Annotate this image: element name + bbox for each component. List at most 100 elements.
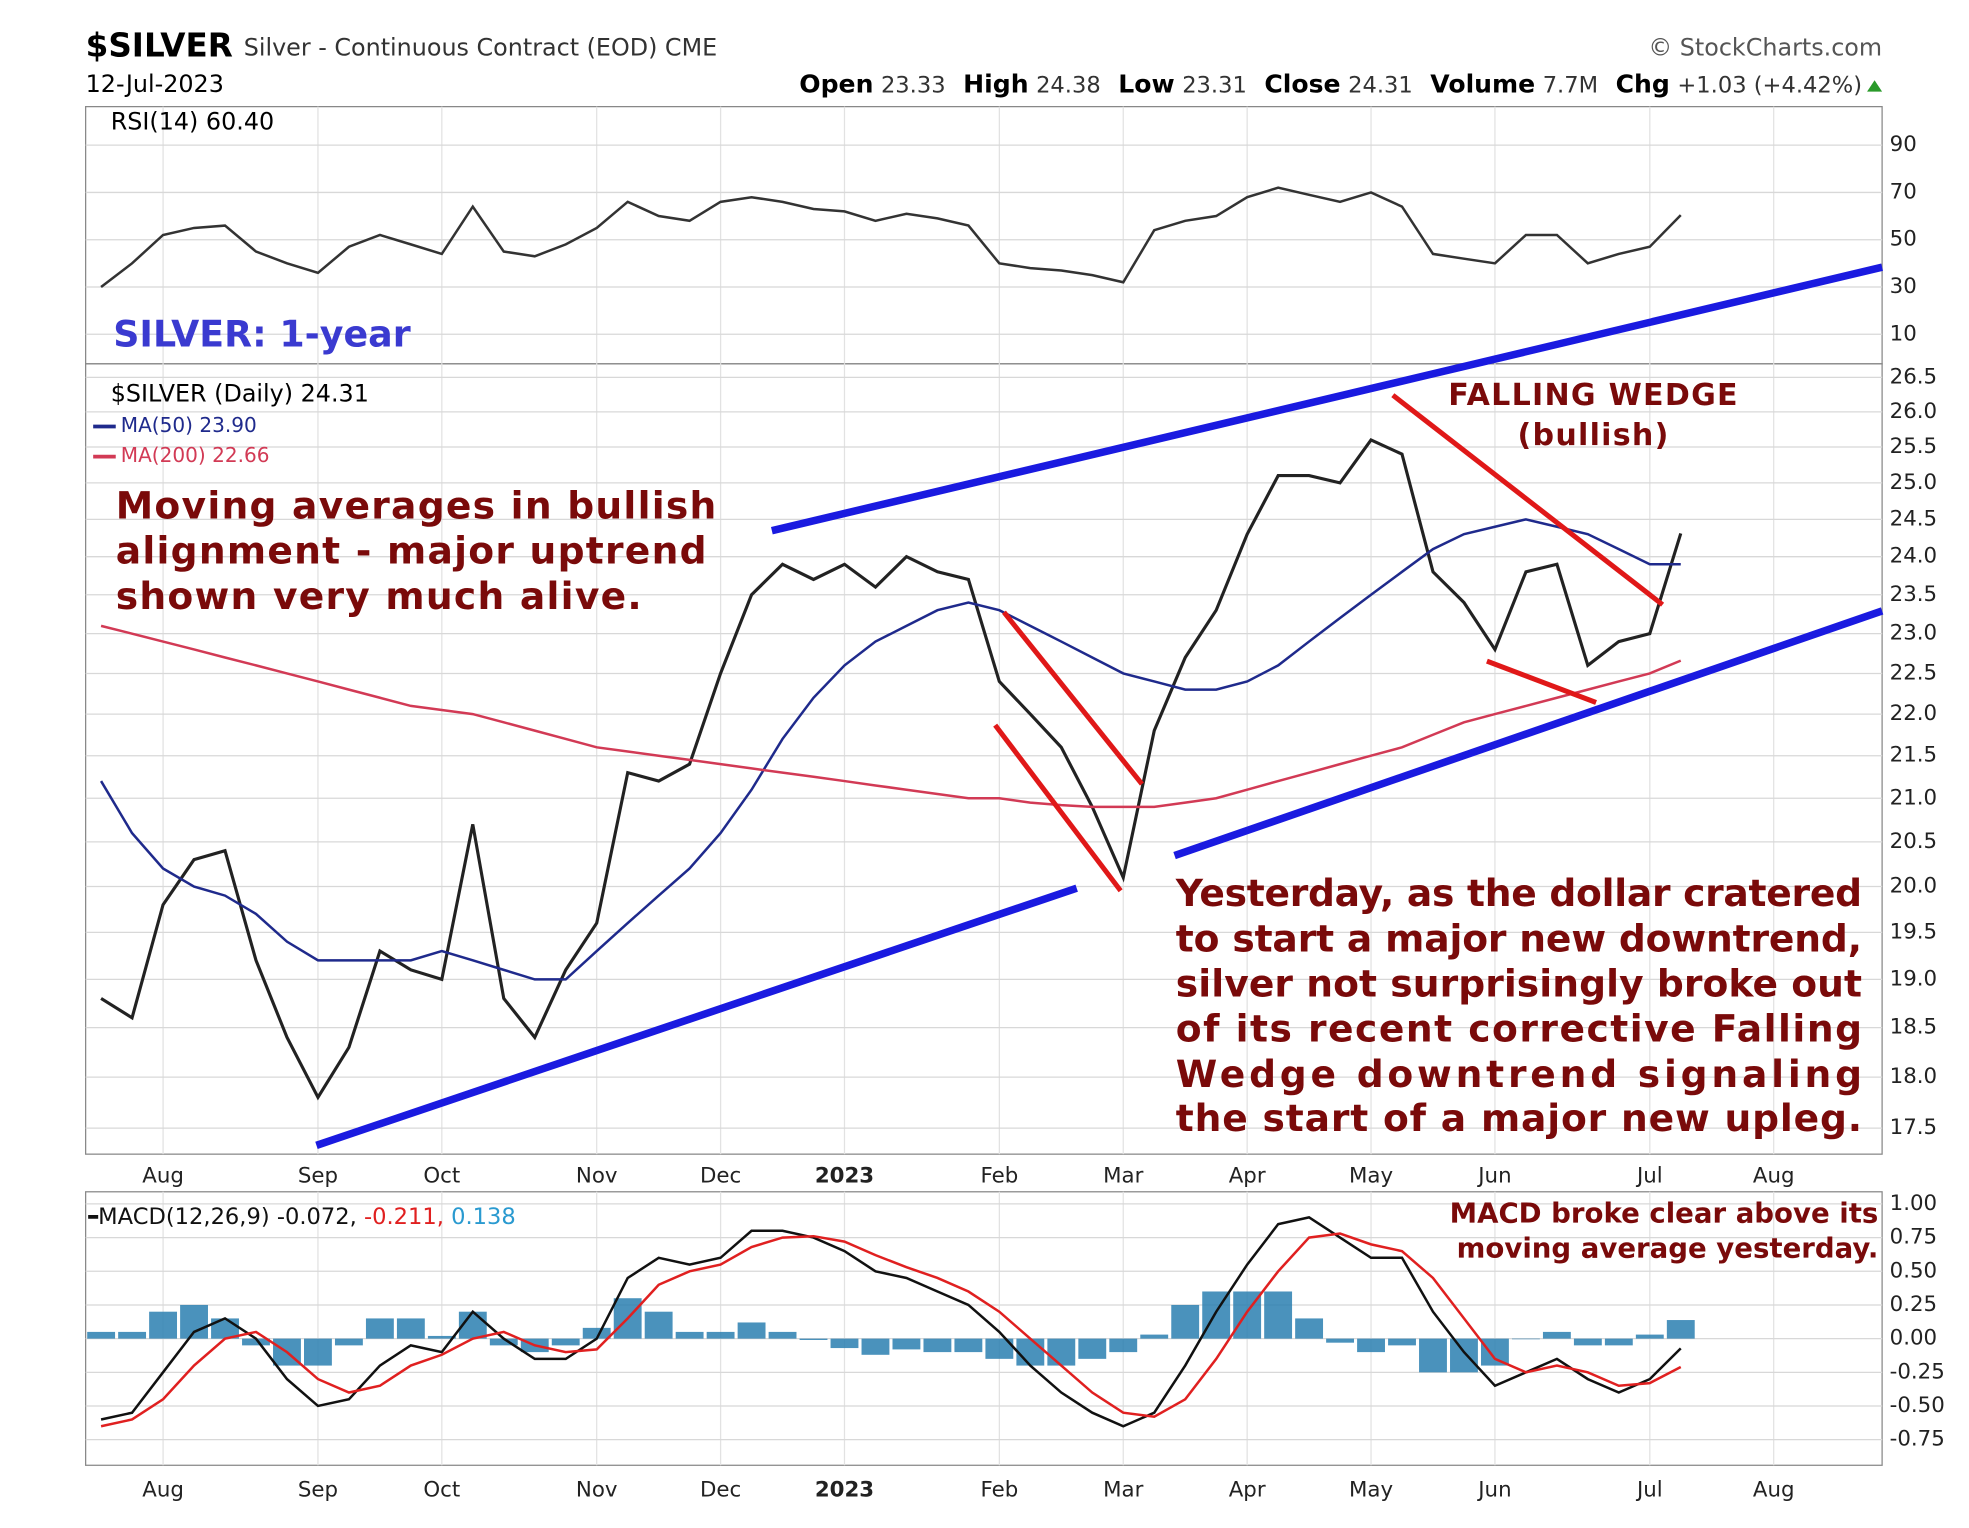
wedge-line	[1486, 658, 1597, 705]
histogram-bar	[861, 1338, 890, 1355]
x-tick-label: Aug	[142, 1477, 184, 1502]
y-tick-label: -0.25	[1890, 1359, 1945, 1384]
x-tick-label: Dec	[700, 1164, 741, 1189]
series-line	[100, 1232, 1682, 1428]
x-tick-label: Sep	[298, 1164, 338, 1189]
x-tick-label: Jun	[1476, 1477, 1511, 1502]
y-tick-label: 25.0	[1890, 470, 1937, 495]
histogram-bar	[923, 1338, 952, 1353]
histogram-bar	[892, 1338, 921, 1350]
histogram-bar	[799, 1338, 828, 1340]
y-tick-label: 24.5	[1890, 506, 1937, 531]
x-tick-label: Dec	[700, 1477, 741, 1502]
annotation: silver not surprisingly broke out	[1176, 962, 1863, 1006]
histogram-bar	[1480, 1338, 1509, 1366]
histogram-bar	[1511, 1338, 1540, 1340]
x-tick-label: 2023	[815, 1477, 874, 1502]
x-tick-label: Jul	[1635, 1164, 1663, 1189]
series-line	[100, 624, 1682, 809]
date: 12-Jul-2023	[86, 70, 224, 98]
histogram-bar	[582, 1327, 611, 1339]
x-tick-label: Oct	[423, 1164, 460, 1189]
histogram-bar	[1357, 1338, 1385, 1353]
y-tick-label: 26.0	[1890, 399, 1937, 424]
macd-legend: MACD(12,26,9) -0.072, -0.211, 0.138	[98, 1203, 516, 1229]
stats: Open 23.33 High 24.38 Low 23.31 Close 24.31 Volu…	[799, 69, 1862, 98]
legend-entry: 0.138	[444, 1203, 516, 1229]
marks	[87, 186, 1695, 1428]
annotation: moving average yesterday.	[1457, 1231, 1879, 1264]
lower-trendline	[315, 884, 1078, 1149]
x-tick-label: Apr	[1229, 1164, 1266, 1189]
histogram-bar	[396, 1318, 425, 1339]
histogram-bar	[87, 1331, 116, 1339]
histogram-bar	[1388, 1338, 1416, 1346]
histogram-bar	[242, 1338, 270, 1346]
y-tick-label: 0.25	[1890, 1292, 1937, 1317]
histogram-bar	[1016, 1338, 1045, 1366]
y-tick-label: -0.50	[1890, 1393, 1945, 1418]
y-tick-label: 1.00	[1890, 1191, 1937, 1216]
price-panel	[85, 363, 1883, 1155]
y-tick-label: 20.0	[1890, 874, 1937, 899]
y-tick-label: 70	[1890, 179, 1917, 204]
histogram-bar	[1419, 1338, 1447, 1373]
y-tick-label: 20.5	[1890, 829, 1937, 854]
y-tick-label: 19.0	[1890, 966, 1937, 991]
histogram-bar	[1140, 1334, 1169, 1339]
y-tick-label: 18.0	[1890, 1064, 1937, 1089]
y-tick-label: 90	[1890, 132, 1917, 157]
y-tick-label: 22.0	[1890, 701, 1937, 726]
histogram-bar	[365, 1318, 394, 1339]
histogram-bar	[489, 1338, 518, 1346]
histogram-bar	[1604, 1338, 1633, 1346]
stat-label: Volume	[1430, 69, 1535, 98]
series-line	[99, 518, 1681, 981]
x-tick-label: Jul	[1635, 1477, 1663, 1502]
histogram-bar	[737, 1322, 766, 1339]
y-tick-label: 19.5	[1890, 919, 1937, 944]
stat-label: Open	[799, 69, 873, 98]
annotation: MACD broke clear above its	[1450, 1196, 1879, 1229]
x-tick-label: Apr	[1229, 1477, 1266, 1502]
stat-value: 24.38	[1036, 72, 1101, 98]
x-tick-label: Aug	[1753, 1477, 1795, 1502]
histogram-bar	[768, 1331, 797, 1339]
y-tick-label: 17.5	[1890, 1115, 1937, 1140]
legend-entry: MACD(12,26,9) -0.072,	[98, 1203, 357, 1229]
y-tick-label: 23.0	[1890, 621, 1937, 646]
x-tick-label: Mar	[1103, 1477, 1143, 1502]
histogram-bar	[1171, 1304, 1200, 1339]
legend-price: $SILVER (Daily) 24.31	[111, 380, 369, 408]
histogram-bar	[118, 1331, 147, 1339]
y-tick-label: 30	[1890, 274, 1917, 299]
up-arrow	[1867, 80, 1883, 92]
wedge-line	[1391, 393, 1665, 607]
x-tick-label: Nov	[576, 1477, 618, 1502]
x-tick-label: Feb	[980, 1477, 1018, 1502]
x-tick-label: Nov	[576, 1164, 618, 1189]
histogram-bar	[1542, 1331, 1571, 1339]
y-tick-label: 24.0	[1890, 544, 1937, 569]
x-tick-label: Oct	[423, 1477, 460, 1502]
y-tick-label: 18.5	[1890, 1015, 1937, 1040]
trendlines	[315, 263, 1884, 1149]
y-tick-label: 0.00	[1890, 1326, 1937, 1351]
upper-trendline	[770, 263, 1883, 535]
stat-label: Chg	[1616, 69, 1670, 98]
stat-value: 24.31	[1348, 72, 1413, 98]
y-tick-label: 25.5	[1890, 434, 1937, 459]
x-tick-label: Aug	[1753, 1164, 1795, 1189]
x-tick-label: May	[1349, 1477, 1393, 1502]
histogram-bar	[954, 1338, 983, 1353]
series-line	[100, 1216, 1682, 1428]
stat-label: Close	[1264, 69, 1340, 98]
series-line	[100, 186, 1682, 289]
histogram-bar	[149, 1311, 178, 1339]
y-tick-label: 21.5	[1890, 743, 1937, 768]
y-tick-label: 0.50	[1890, 1258, 1937, 1283]
stat-value: 23.31	[1182, 72, 1247, 98]
rsi-label: RSI(14) 60.40	[111, 107, 274, 135]
